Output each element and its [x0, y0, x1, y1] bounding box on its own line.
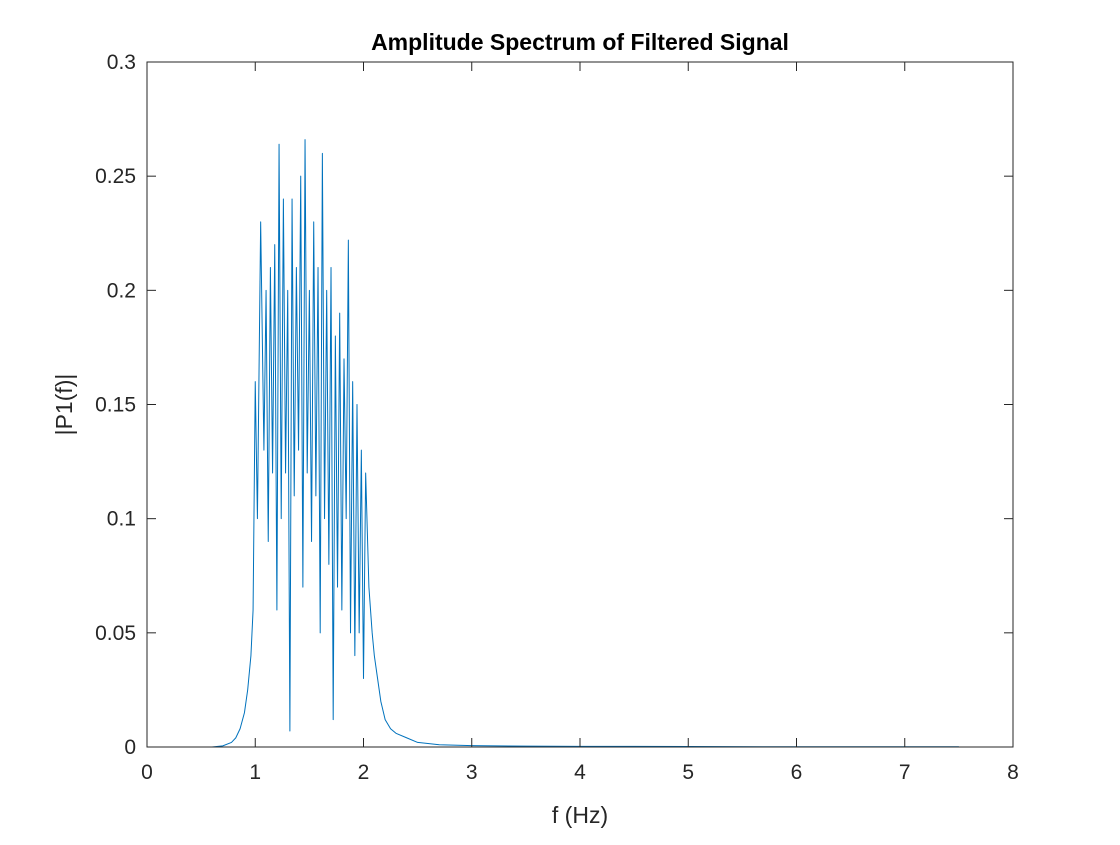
y-axis-label: |P1(f)| [51, 374, 77, 436]
x-tick-label: 4 [574, 761, 586, 784]
series-line-1 [147, 139, 959, 748]
x-tick-label: 0 [141, 761, 153, 784]
y-tick-label: 0.3 [107, 51, 136, 74]
ticks: 0 1 2 3 4 5 6 7 8 0 0.05 0.1 0.15 0.2 0.25 0.3 [95, 51, 1019, 784]
y-tick-label: 0.2 [107, 279, 136, 302]
y-tick-label: 0.05 [95, 622, 136, 645]
x-tick-label: 6 [791, 761, 803, 784]
x-tick-label: 1 [249, 761, 261, 784]
y-tick-label: 0 [124, 736, 136, 759]
y-tick-label: 0.1 [107, 508, 136, 531]
chart-title: Amplitude Spectrum of Filtered Signal [371, 29, 789, 55]
x-tick-label: 7 [899, 761, 911, 784]
x-axis-label: f (Hz) [552, 802, 608, 828]
x-tick-label: 2 [358, 761, 370, 784]
y-tick-label: 0.15 [95, 394, 136, 417]
x-tick-label: 8 [1007, 761, 1019, 784]
x-tick-label: 3 [466, 761, 478, 784]
y-tick-label: 0.25 [95, 165, 136, 188]
plot-area [147, 139, 959, 748]
x-tick-label: 5 [682, 761, 694, 784]
